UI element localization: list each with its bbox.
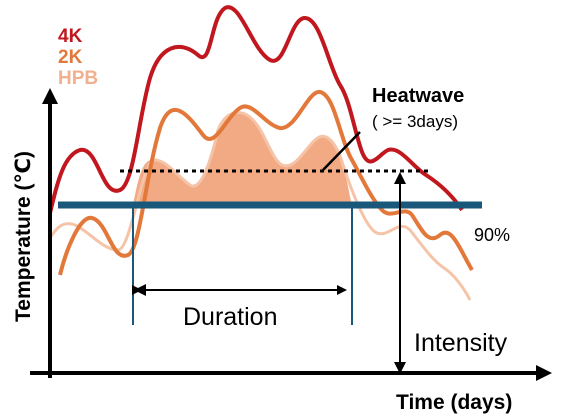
heatwave-subtitle: ( >= 3days)	[372, 112, 458, 131]
y-axis-arrowhead	[42, 88, 58, 104]
4k-curve	[48, 5, 464, 214]
legend-2k: 2K	[58, 47, 83, 68]
legend-4k: 4K	[58, 26, 83, 47]
x-axis-label: Time (days)	[396, 391, 512, 414]
duration-arrow-left-head	[134, 284, 146, 296]
x-axis-arrowhead	[536, 365, 552, 381]
legend-hpb: HPB	[58, 68, 98, 89]
intensity-label: Intensity	[414, 329, 508, 357]
heatwave-pointer-line	[322, 131, 361, 171]
heatwave-fill-area	[133, 112, 352, 205]
y-axis-label: Temperature (℃)	[12, 151, 35, 322]
intensity-arrow-bottom-head	[394, 362, 406, 374]
threshold-label: 90%	[474, 225, 510, 245]
hpb-curve	[48, 111, 472, 301]
2k-curve	[58, 90, 474, 276]
duration-label: Duration	[183, 303, 278, 331]
intensity-arrow-top-head	[394, 172, 406, 184]
heatwave-title: Heatwave	[372, 85, 464, 107]
